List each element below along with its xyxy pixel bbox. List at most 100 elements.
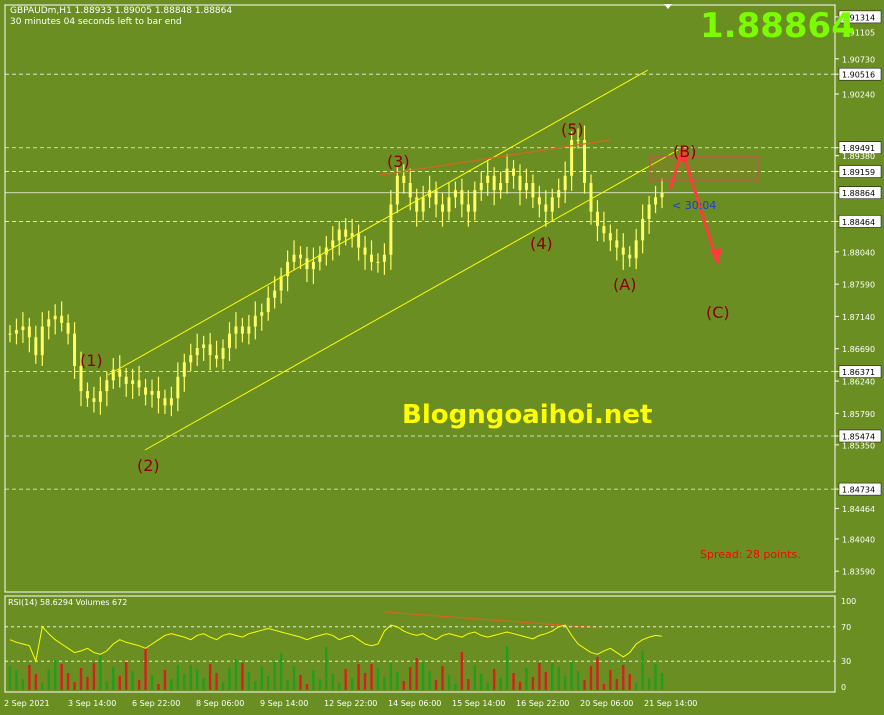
price-tick-label-14: 1.86371 [842,368,875,377]
wave-label-7: (C) [706,303,730,322]
candle-body-93 [608,233,612,241]
price-label-box-9 [838,215,882,228]
volume-bar-45 [299,675,302,690]
wave-label-3: (4) [530,234,553,253]
candle-body-21 [144,387,148,395]
price-tick-label-1: 1.91105 [842,28,875,37]
volume-bar-86 [563,676,567,690]
price-tick-label-3: 1.90516 [842,71,875,80]
volume-bar-63 [415,658,418,690]
candle-body-81 [531,182,535,198]
volume-bar-91 [596,657,599,690]
rsi-header: RSI(14) 58.6294 Volumes 672 [8,598,128,607]
volume-bar-76 [499,678,502,690]
candle-body-55 [363,247,367,255]
volume-bar-18 [124,662,128,690]
time-tick-label-3: 8 Sep 06:00 [196,699,244,708]
volume-bar-3 [28,665,31,690]
volume-bar-55 [363,673,367,690]
candle-body-87 [570,139,574,176]
candle-body-1 [14,330,18,334]
candle-body-14 [98,391,102,402]
volume-bar-41 [273,662,276,690]
volume-bar-40 [267,676,270,690]
volume-bar-20 [137,680,141,690]
rsi-panel-frame [4,595,836,693]
volume-bar-58 [383,677,386,690]
candle-body-86 [563,175,567,191]
price-label-box-5 [838,141,882,154]
candle-body-12 [85,391,89,399]
candle-body-43 [286,261,290,277]
candle-body-70 [460,190,464,205]
rsi-line [9,624,663,663]
candle-body-101 [660,193,664,198]
volume-bar-10 [73,682,76,690]
channel-lower-line [144,149,679,451]
candle-body-40 [266,297,270,313]
volume-bar-2 [21,679,25,690]
candle-body-53 [350,233,354,237]
candle-body-15 [105,380,109,392]
price-tick-label-20: 1.84464 [842,505,875,514]
price-tick-label-6: 1.89380 [842,152,875,161]
volume-bar-14 [99,654,102,690]
volume-bar-87 [570,662,573,690]
time-tick-label-7: 15 Sep 14:00 [452,699,505,708]
candle-body-54 [357,233,361,248]
candle-body-18 [124,376,128,384]
volume-bar-85 [557,667,560,690]
candle-body-6 [47,319,51,327]
candle-body-98 [641,218,645,241]
candle-body-20 [137,380,141,388]
price-tick-label-4: 1.90240 [842,90,875,99]
wave-label-1: (2) [137,456,160,475]
volume-bar-79 [518,682,522,690]
volume-bar-24 [163,670,167,690]
candle-body-39 [260,312,264,316]
volume-bar-38 [254,681,257,690]
candle-body-44 [292,254,296,262]
price-tick-label-2: 1.90730 [842,55,875,64]
volume-bar-54 [357,664,360,690]
candle-body-46 [305,258,309,270]
shift-marker-icon [664,4,672,9]
price-tick-label-13: 1.86690 [842,345,875,354]
volume-bar-16 [112,667,115,690]
candle-body-80 [524,182,528,191]
candle-body-52 [344,229,348,237]
candle-body-34 [227,333,231,349]
candle-body-30 [202,344,206,349]
spread-info: Spread: 28 points. [700,548,801,561]
candle-body-10 [73,333,77,366]
price-tick-label-19: 1.84734 [842,486,875,495]
volume-bar-29 [196,669,199,690]
candle-body-94 [615,240,619,248]
resistance-zone [649,155,759,181]
price-tick-label-8: 1.88864 [842,189,875,198]
candle-body-47 [311,261,315,270]
volume-bar-36 [241,663,244,690]
candle-body-67 [441,204,445,212]
rsi-axis-label-3: 0 [841,683,846,692]
candle-body-3 [27,326,31,338]
volume-bar-96 [628,674,631,690]
rsi-axis-label-2: 30 [841,657,851,666]
volume-bar-43 [286,680,289,690]
volume-bar-74 [486,683,489,690]
volume-bar-31 [208,664,212,690]
volume-bar-5 [41,683,44,690]
wave-label-2: (3) [387,152,410,171]
candle-body-19 [131,380,135,384]
bar-timer: 30 minutes 04 seconds left to bar end [10,17,182,27]
volume-bar-12 [86,677,89,690]
volume-bar-47 [312,670,315,690]
volume-bar-21 [144,648,147,690]
volume-bar-83 [544,672,548,690]
candle-body-73 [479,182,483,191]
candle-body-96 [628,254,632,259]
candle-body-32 [215,355,219,359]
candle-body-24 [163,398,167,406]
